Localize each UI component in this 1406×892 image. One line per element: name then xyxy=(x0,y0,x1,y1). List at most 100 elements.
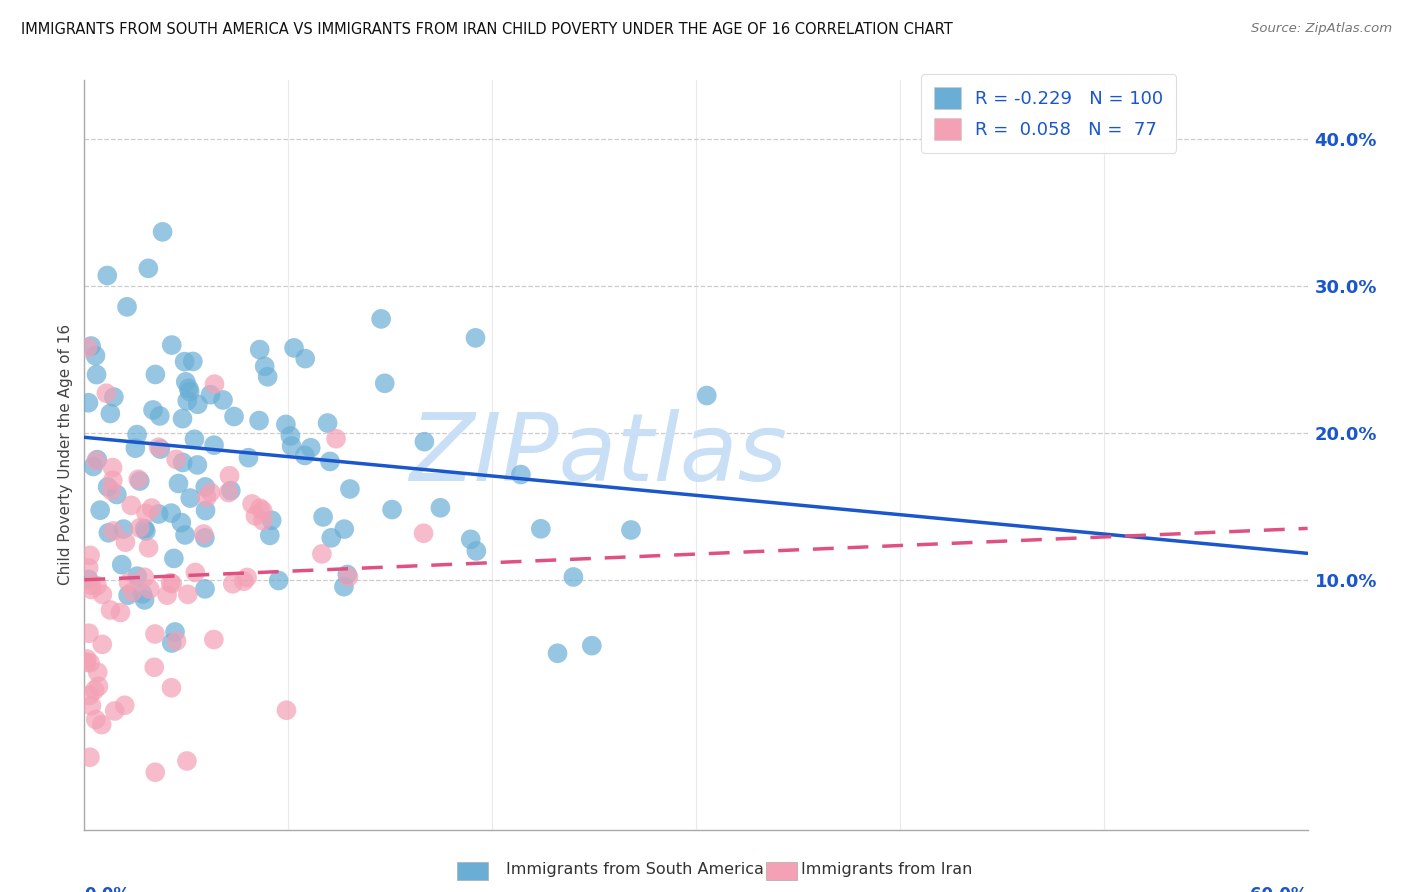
Point xyxy=(381,502,404,516)
Point xyxy=(429,500,451,515)
Point xyxy=(100,483,122,498)
Point xyxy=(160,576,183,591)
Point xyxy=(77,395,100,409)
Point xyxy=(163,624,186,639)
Point xyxy=(212,392,235,407)
Point xyxy=(620,523,643,537)
Point xyxy=(135,524,157,538)
Point xyxy=(117,575,139,590)
Point xyxy=(134,593,156,607)
Point xyxy=(77,573,100,587)
Point xyxy=(89,503,111,517)
Point xyxy=(283,341,305,355)
Point xyxy=(280,439,302,453)
Point xyxy=(252,514,274,528)
Point xyxy=(80,698,103,713)
Point xyxy=(333,580,356,594)
Point xyxy=(218,468,240,483)
Point xyxy=(142,832,165,847)
Point xyxy=(156,588,179,602)
Point xyxy=(114,535,136,549)
Point xyxy=(222,577,245,591)
Point xyxy=(179,491,201,505)
Point xyxy=(339,482,361,496)
Point xyxy=(509,467,531,482)
Point xyxy=(97,480,120,494)
Point xyxy=(96,268,118,283)
Point xyxy=(177,381,200,395)
Point xyxy=(125,427,148,442)
Point xyxy=(465,544,488,558)
Point xyxy=(90,717,112,731)
Point xyxy=(121,585,143,599)
Point xyxy=(128,521,150,535)
Point xyxy=(79,750,101,764)
Point xyxy=(142,403,165,417)
Point xyxy=(165,452,187,467)
Point xyxy=(143,627,166,641)
Point xyxy=(135,506,157,520)
Point xyxy=(96,386,118,401)
Point xyxy=(75,655,97,669)
Point xyxy=(115,300,138,314)
Text: Source: ZipAtlas.com: Source: ZipAtlas.com xyxy=(1251,22,1392,36)
Point xyxy=(202,632,225,647)
Point xyxy=(333,522,356,536)
Point xyxy=(82,459,104,474)
Point xyxy=(464,331,486,345)
Point xyxy=(110,606,132,620)
Point xyxy=(176,393,198,408)
Point xyxy=(172,455,194,469)
Point xyxy=(249,501,271,516)
Point xyxy=(79,656,101,670)
Point xyxy=(194,480,217,494)
Point xyxy=(138,541,160,555)
Point xyxy=(245,508,267,523)
Point xyxy=(166,634,188,648)
Point xyxy=(181,354,204,368)
Point xyxy=(202,438,225,452)
Point xyxy=(127,569,149,583)
Point xyxy=(91,587,114,601)
Point xyxy=(280,429,302,443)
Point xyxy=(163,551,186,566)
Point xyxy=(413,434,436,449)
Point xyxy=(172,411,194,425)
Text: 0.0%: 0.0% xyxy=(84,886,131,892)
Point xyxy=(194,503,217,517)
Point xyxy=(236,570,259,584)
Point xyxy=(222,409,245,424)
Point xyxy=(200,387,222,401)
Point xyxy=(134,522,156,536)
Text: Immigrants from South America: Immigrants from South America xyxy=(506,863,763,877)
Point xyxy=(79,549,101,563)
Point xyxy=(204,377,226,392)
Point xyxy=(139,582,162,596)
Point xyxy=(160,338,183,352)
Point xyxy=(160,681,183,695)
Point xyxy=(299,441,322,455)
Point xyxy=(249,343,271,357)
Point xyxy=(252,503,274,517)
Text: Immigrants from Iran: Immigrants from Iran xyxy=(801,863,973,877)
Point xyxy=(193,527,215,541)
Point xyxy=(195,491,218,505)
Point xyxy=(159,575,181,590)
Point xyxy=(105,487,128,501)
Point xyxy=(321,531,343,545)
Point xyxy=(120,499,142,513)
Point xyxy=(100,603,122,617)
Text: 60.0%: 60.0% xyxy=(1250,886,1308,892)
Point xyxy=(152,225,174,239)
Point xyxy=(253,359,276,374)
Point xyxy=(294,449,316,463)
Point xyxy=(77,626,100,640)
Point xyxy=(176,754,198,768)
Point xyxy=(260,513,283,527)
Point xyxy=(256,369,278,384)
Point xyxy=(174,375,197,389)
Point xyxy=(547,646,569,660)
Point xyxy=(101,473,124,487)
Point xyxy=(112,522,135,536)
Point xyxy=(200,862,222,876)
